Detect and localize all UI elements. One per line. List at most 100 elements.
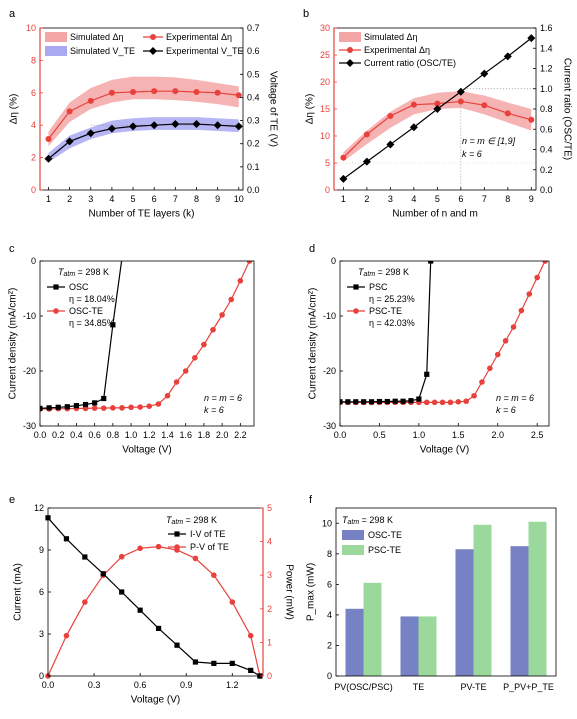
y-tick-label: 4 [327, 610, 332, 620]
temperature-symbol: T [166, 515, 173, 525]
x-tick-label: P_PV+P_TE [503, 682, 554, 692]
data-point-osc-te [201, 341, 207, 348]
data-point-psc-te [502, 337, 509, 344]
y2-tick-label: 5 [267, 503, 272, 513]
data-point-psc-te [431, 399, 438, 406]
legend-marker-osc [53, 284, 59, 290]
temperature-subscript: atm [172, 519, 184, 526]
data-point-osc [64, 404, 70, 410]
legend-marker-experimental-delta-eta [150, 34, 156, 40]
legend-efficiency: η = 42.03% [369, 318, 415, 328]
plot-area [40, 261, 253, 412]
x-tick-label: 1.5 [452, 430, 465, 440]
data-point-experimental-delta-eta [504, 110, 511, 117]
annotation-text: n = m = 6 [204, 393, 242, 403]
data-point-i-v-of-te [174, 642, 180, 648]
y2-tick-label: 0.5 [247, 69, 260, 79]
x-tick-label: 9 [529, 194, 534, 204]
y2-tick-label: 1.6 [540, 23, 553, 33]
data-point-i-v-of-te [248, 667, 254, 673]
data-point-osc [40, 405, 43, 411]
x-tick-label: 7 [482, 194, 487, 204]
y2-tick-label: 4 [267, 537, 272, 547]
bar-psc-te-0 [363, 582, 382, 676]
legend-label: Experimental Δη [166, 32, 232, 42]
data-point-experimental-delta-eta [87, 97, 94, 104]
y-tick-label: 0 [325, 185, 330, 195]
series-line-osc [40, 261, 123, 409]
data-point-osc [55, 404, 61, 410]
y-axis-label: Current density (mA/cm²) [308, 288, 319, 400]
y-tick-label: 30 [320, 23, 330, 33]
x-tick-label: 2.2 [234, 430, 247, 440]
data-point-osc-te [246, 261, 253, 264]
y-tick-label: -20 [23, 366, 36, 376]
y2-tick-label: 0.3 [247, 116, 260, 126]
y2-tick-label: 1 [267, 637, 272, 647]
y-axis-label: Δη (%) [9, 94, 20, 125]
x-tick-label: 3 [388, 194, 393, 204]
band-simulated-delta-eta [343, 91, 532, 162]
x-tick-label: 8 [194, 194, 199, 204]
data-point-osc-te [173, 379, 180, 385]
data-point-experimental-delta-eta [481, 102, 488, 109]
legend-efficiency: η = 18.04% [69, 294, 115, 304]
annotation-text: k = 6 [204, 405, 224, 415]
band-simulated-delta-eta [48, 76, 239, 147]
legend-label: PSC-TE [369, 306, 402, 316]
y-axis-label: Δη (%) [305, 94, 316, 125]
y-tick-label: 12 [34, 503, 44, 513]
data-point-psc [376, 398, 383, 405]
data-point-current-ratio [527, 34, 536, 43]
y2-tick-label: 0.0 [247, 185, 260, 195]
data-point-osc-te [137, 404, 143, 410]
legend-marker-current-ratio [346, 59, 354, 67]
data-point-i-v-of-te [155, 625, 162, 631]
y-tick-label: -10 [23, 311, 36, 321]
data-point-current-ratio [456, 87, 465, 96]
temperature-value: = 298 K [375, 267, 409, 277]
data-point-osc [46, 405, 52, 411]
y-tick-label: 9 [39, 545, 44, 555]
y2-tick-label: 1.2 [540, 64, 553, 74]
legend-swatch-simulated-delta-eta [45, 32, 67, 42]
x-axis-label: Voltage (V) [131, 695, 180, 706]
panel-letter: a [9, 8, 16, 20]
chart-panel-c: 0.0 0.2 0.4 0.6 0.8 1.0 1.2 1.4 1.6 1.8 2.0 2.2 0 -10… [8, 256, 255, 456]
data-point-p-v-of-te [229, 599, 236, 605]
bar-osc-te-1 [400, 616, 419, 676]
data-point-osc-te [91, 405, 98, 411]
legend-marker-p-v-of-te [174, 544, 180, 550]
y-tick-label: 0 [39, 671, 44, 681]
data-point-psc-te [463, 398, 469, 405]
legend-label: Simulated V_TE [70, 46, 135, 56]
legend-swatch-psc-te [342, 545, 364, 555]
legend-label: Simulated Δη [70, 32, 124, 42]
legend-efficiency: η = 25.23% [369, 294, 415, 304]
data-point-psc [384, 398, 390, 405]
y-tick-label: 6 [327, 579, 332, 589]
series-line-experimental-delta-eta [47, 90, 239, 140]
y-tick-label: -10 [323, 311, 336, 321]
annotation-text: k = 6 [462, 149, 482, 159]
x-tick-label: 0.6 [88, 430, 101, 440]
x-tick-label: 7 [173, 194, 178, 204]
x-tick-label: 10 [234, 194, 244, 204]
series-line-p-v-of-te [47, 546, 261, 677]
bar-psc-te-2 [473, 524, 492, 676]
data-point-experimental-delta-eta [387, 113, 394, 120]
temperature-value: = 298 K [183, 515, 217, 525]
y2-tick-label: 0.4 [247, 92, 260, 102]
y-tick-label: 2 [327, 640, 332, 650]
data-point-p-v-of-te [82, 599, 88, 605]
bar-osc-te-2 [455, 549, 474, 676]
y2-tick-label: 0.7 [247, 23, 260, 33]
y2-tick-label: 0 [267, 671, 272, 681]
data-point-experimental-vte [107, 124, 116, 133]
data-point-psc-te [510, 324, 517, 330]
temperature-symbol: T [358, 267, 365, 277]
y2-tick-label: 0.6 [540, 124, 553, 134]
x-tick-label: 0.2 [52, 430, 65, 440]
data-point-experimental-delta-eta [193, 88, 200, 95]
y-tick-label: 3 [39, 629, 44, 639]
